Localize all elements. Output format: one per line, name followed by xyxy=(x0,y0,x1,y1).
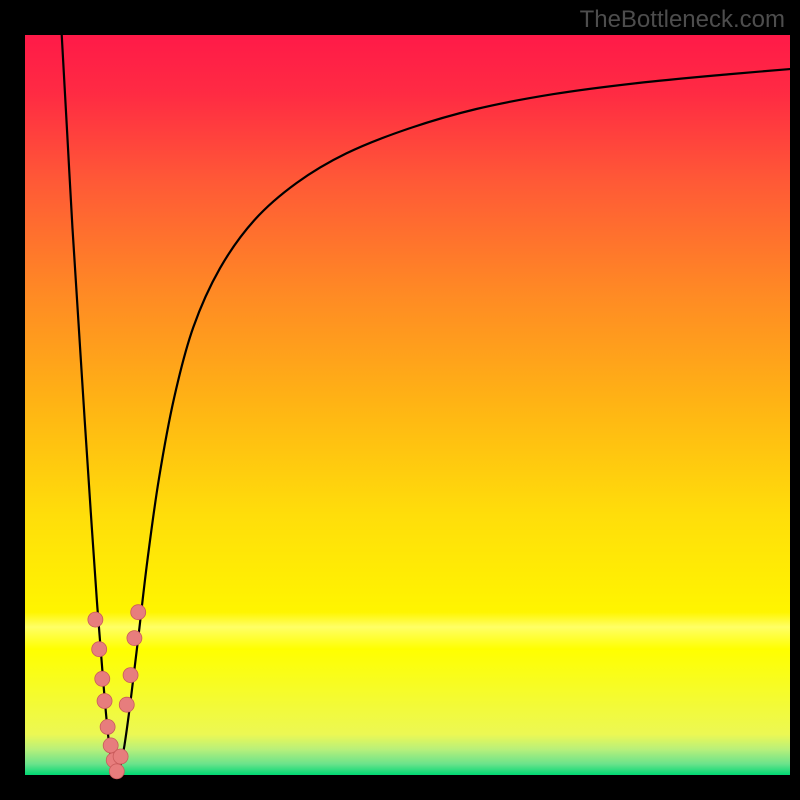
watermark-text: TheBottleneck.com xyxy=(580,6,785,34)
gradient-background xyxy=(25,35,790,775)
plot-area xyxy=(25,35,790,775)
bottleneck-chart-root: TheBottleneck.com xyxy=(0,0,800,800)
